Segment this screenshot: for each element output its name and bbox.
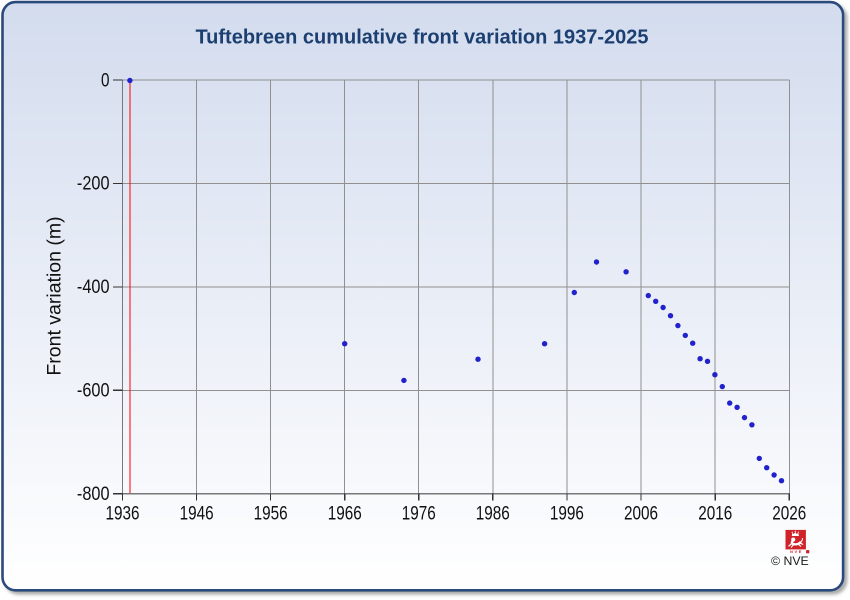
svg-text:1996: 1996 — [550, 502, 584, 524]
svg-text:1986: 1986 — [476, 502, 510, 524]
svg-text:1976: 1976 — [402, 502, 436, 524]
svg-text:1956: 1956 — [254, 502, 288, 524]
svg-text:Tuftebreen cumulative front va: Tuftebreen cumulative front variation 19… — [195, 27, 648, 49]
svg-text:-200: -200 — [77, 173, 110, 194]
svg-text:1966: 1966 — [328, 502, 362, 524]
svg-text:2026: 2026 — [772, 502, 806, 524]
svg-text:-600: -600 — [77, 379, 110, 400]
svg-text:1946: 1946 — [180, 502, 214, 524]
svg-text:NVE: NVE — [790, 549, 803, 554]
svg-text:0: 0 — [101, 69, 110, 91]
svg-text:1936: 1936 — [105, 502, 139, 524]
svg-text:2006: 2006 — [624, 502, 658, 524]
svg-text:-400: -400 — [77, 276, 110, 297]
svg-text:© NVE: © NVE — [771, 554, 809, 568]
svg-text:-800: -800 — [77, 483, 110, 504]
svg-text:Front variation (m): Front variation (m) — [44, 216, 66, 375]
svg-text:2016: 2016 — [698, 502, 732, 524]
